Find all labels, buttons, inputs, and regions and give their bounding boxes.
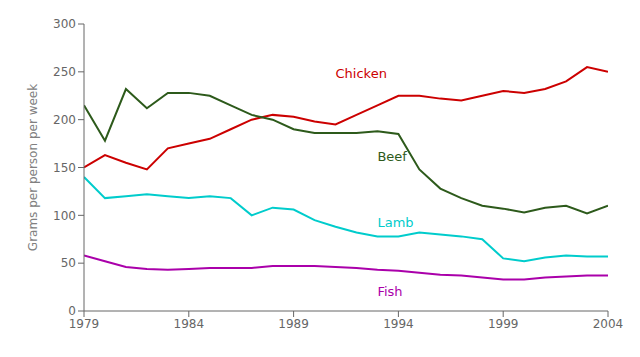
- svg-text:1994: 1994: [383, 317, 414, 331]
- svg-text:250: 250: [53, 65, 76, 79]
- svg-text:1979: 1979: [69, 317, 100, 331]
- svg-text:200: 200: [53, 113, 76, 127]
- svg-text:Lamb: Lamb: [377, 215, 413, 230]
- svg-text:Fish: Fish: [377, 284, 402, 299]
- svg-text:1989: 1989: [278, 317, 309, 331]
- svg-text:0: 0: [68, 304, 76, 318]
- svg-text:Grams per person per week: Grams per person per week: [26, 84, 40, 251]
- svg-text:1999: 1999: [488, 317, 519, 331]
- svg-text:1984: 1984: [174, 317, 205, 331]
- svg-text:150: 150: [53, 161, 76, 175]
- svg-text:100: 100: [53, 209, 76, 223]
- svg-text:Chicken: Chicken: [336, 66, 387, 81]
- svg-text:300: 300: [53, 17, 76, 31]
- svg-text:Beef: Beef: [377, 149, 407, 164]
- svg-text:50: 50: [61, 256, 76, 270]
- svg-text:2004: 2004: [593, 317, 624, 331]
